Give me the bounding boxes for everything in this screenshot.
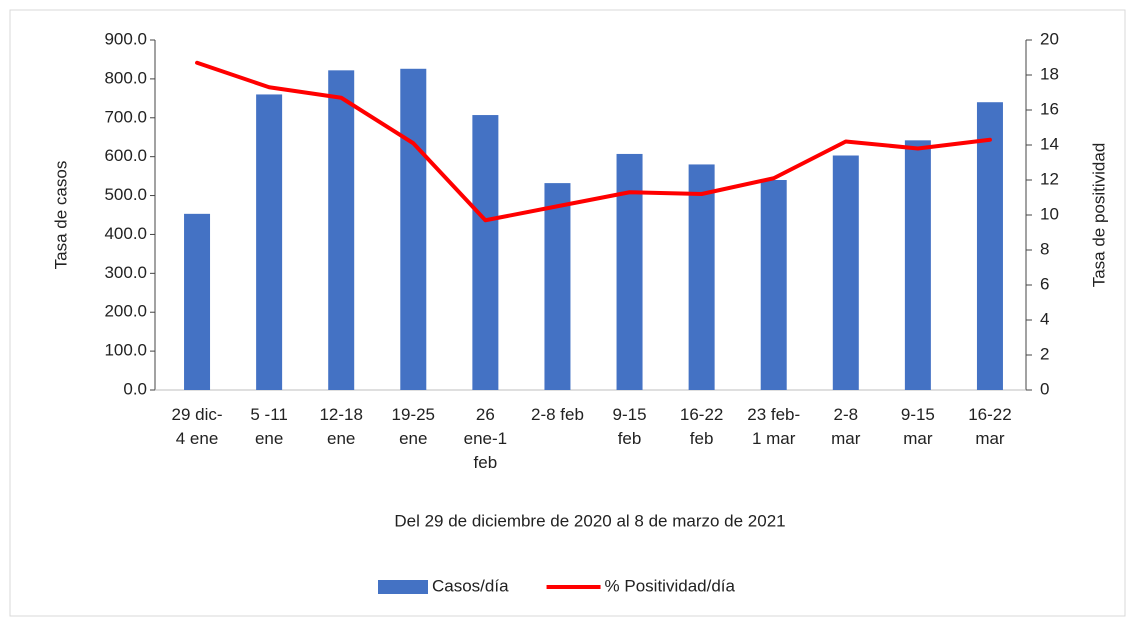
y-tick-label: 100.0 bbox=[104, 341, 147, 360]
x-tick-label: 23 feb- 1 mar bbox=[747, 405, 801, 448]
y-tick-label: 800.0 bbox=[104, 68, 147, 87]
bar bbox=[832, 155, 859, 390]
x-tick-label: 9-15 mar bbox=[900, 405, 935, 448]
x-tick-label: 2-8 mar bbox=[831, 405, 861, 448]
bar bbox=[760, 180, 787, 390]
x-tick-label: 26 ene-1 feb bbox=[463, 405, 508, 472]
bar bbox=[184, 213, 211, 390]
x-axis-title: Del 29 de diciembre de 2020 al 8 de marz… bbox=[394, 511, 785, 530]
x-tick-label: 16-22 feb bbox=[679, 405, 724, 448]
legend-swatch bbox=[378, 580, 428, 594]
y2-tick-label: 12 bbox=[1040, 169, 1059, 188]
legend-label: % Positividad/día bbox=[605, 576, 736, 595]
y2-tick-label: 2 bbox=[1040, 344, 1049, 363]
y-tick-label: 0.0 bbox=[123, 379, 147, 398]
y2-tick-label: 10 bbox=[1040, 204, 1059, 223]
bar bbox=[544, 183, 571, 390]
bar bbox=[904, 140, 931, 390]
y2-tick-label: 18 bbox=[1040, 64, 1059, 83]
y2-tick-label: 6 bbox=[1040, 274, 1049, 293]
y2-tick-label: 16 bbox=[1040, 99, 1059, 118]
bar bbox=[400, 68, 427, 391]
bar bbox=[256, 94, 283, 390]
y-tick-label: 900.0 bbox=[104, 29, 147, 48]
y2-tick-label: 0 bbox=[1040, 379, 1049, 398]
y2-tick-label: 4 bbox=[1040, 309, 1049, 328]
x-tick-label: 2-8 feb bbox=[530, 405, 584, 424]
y-tick-label: 700.0 bbox=[104, 107, 147, 126]
y-tick-label: 400.0 bbox=[104, 224, 147, 243]
x-tick-label: 12-18 ene bbox=[319, 405, 363, 448]
y-axis-title: Tasa de casos bbox=[51, 161, 70, 270]
y2-tick-label: 8 bbox=[1040, 239, 1049, 258]
legend-label: Casos/día bbox=[432, 576, 509, 595]
x-tick-label: 29 dic- 4 ene bbox=[171, 405, 223, 448]
y2-axis-title: Tasa de positividad bbox=[1089, 143, 1108, 288]
x-tick-label: 5 -11 ene bbox=[250, 405, 288, 448]
bar bbox=[616, 153, 643, 390]
y2-tick-label: 14 bbox=[1040, 134, 1059, 153]
bar bbox=[472, 115, 499, 391]
line bbox=[195, 60, 992, 223]
x-tick-label: 19-25 ene bbox=[391, 405, 436, 448]
x-tick-label: 9-15 feb bbox=[612, 405, 647, 448]
bar bbox=[688, 164, 715, 390]
y-tick-label: 300.0 bbox=[104, 263, 147, 282]
bar bbox=[328, 70, 355, 390]
chart-border bbox=[9, 9, 1126, 617]
y-tick-label: 600.0 bbox=[104, 146, 147, 165]
y2-tick-label: 20 bbox=[1040, 29, 1059, 48]
y-tick-label: 500.0 bbox=[104, 185, 147, 204]
x-tick-label: 16-22 mar bbox=[968, 405, 1012, 448]
y-tick-label: 200.0 bbox=[104, 302, 147, 321]
bar bbox=[976, 102, 1003, 390]
